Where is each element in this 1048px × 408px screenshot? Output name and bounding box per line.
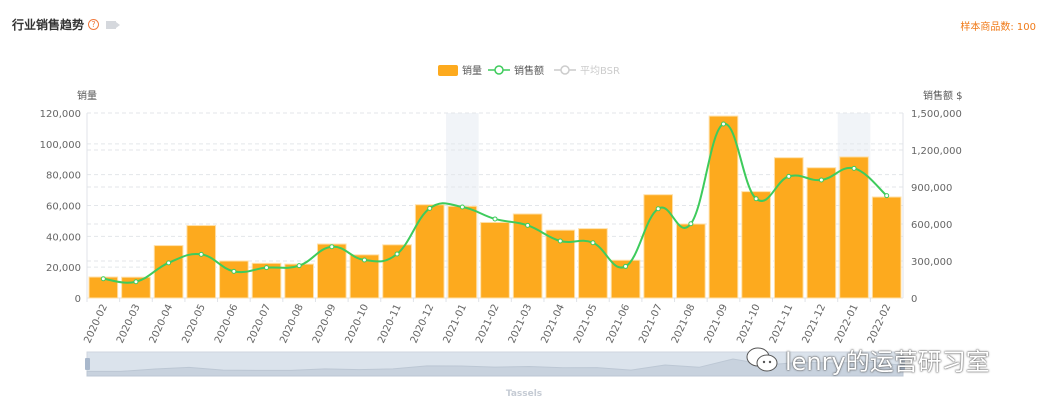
x-tick-label: 2020-03: [115, 303, 143, 346]
y2-tick-label: 900,000: [911, 183, 952, 194]
sales-amount-point-2021-08: [688, 221, 694, 227]
wechat-icon: [746, 347, 778, 371]
y2-tick-label: 1,500,000: [911, 109, 962, 120]
title-text: 行业销售趋势: [12, 18, 85, 32]
sales-amount-point-2021-04: [557, 238, 563, 244]
legend-label-avg-bsr[interactable]: 平均BSR: [580, 65, 620, 77]
y2-axis-title: 销售额 $: [923, 89, 963, 102]
sales-amount-point-2020-02: [100, 276, 106, 282]
y-axis-title: 销量: [77, 89, 97, 102]
bar-2021-08: [676, 223, 706, 299]
sales-amount-point-2021-12: [818, 177, 824, 183]
sales-amount-point-2022-02: [884, 193, 890, 199]
bar-2021-11: [773, 157, 804, 299]
bar-2021-05: [578, 228, 608, 299]
sales-amount-point-2021-10: [753, 196, 759, 202]
sales-amount-point-2021-11: [786, 173, 792, 179]
bar-2021-01: [447, 205, 478, 299]
x-tick-label: 2021-05: [572, 303, 600, 346]
x-tick-label: 2021-09: [703, 303, 731, 346]
datazoom-preview: [86, 358, 904, 377]
sales-amount-point-2022-01: [851, 165, 857, 171]
sales-amount-point-2020-10: [361, 257, 367, 263]
x-tick-label: 2020-07: [246, 303, 274, 346]
sales-amount-point-2020-05: [198, 251, 204, 257]
sales-amount-point-2020-09: [329, 244, 335, 250]
x-tick-label: 2020-12: [409, 303, 437, 346]
bar-2021-12: [806, 167, 837, 299]
sales-amount-point-2021-05: [590, 240, 596, 246]
x-tick-label: 2021-11: [768, 303, 796, 346]
y-tick-label: 0: [75, 294, 81, 305]
datazoom-handle-left[interactable]: [85, 358, 90, 370]
x-tick-label: 2020-11: [376, 303, 404, 346]
sales-amount-point-2020-07: [264, 265, 270, 271]
sales-amount-point-2020-06: [231, 268, 237, 274]
sales-amount-point-2020-03: [133, 279, 139, 285]
sales-amount-point-2020-12: [427, 205, 433, 211]
legend-swatch-sales-volume[interactable]: [438, 65, 458, 76]
legend-label-sales-amount[interactable]: 销售额: [514, 64, 544, 77]
watermark: lenry的运营研习室: [745, 342, 990, 377]
y-tick-label: 60,000: [46, 202, 81, 213]
sales-amount-point-2021-02: [492, 216, 498, 222]
x-tick-label: 2021-12: [800, 303, 828, 346]
bar-2020-05: [186, 225, 217, 299]
x-tick-label: 2021-02: [474, 303, 502, 346]
y-tick-label: 100,000: [40, 140, 81, 151]
datazoom-label: Tassels: [505, 389, 543, 399]
x-tick-label: 2021-10: [735, 303, 763, 346]
sales-amount-point-2020-04: [166, 260, 172, 266]
bar-2022-02: [871, 196, 902, 299]
sales-amount-point-2021-01: [459, 204, 465, 210]
x-tick-label: 2020-04: [148, 303, 176, 346]
legend-label-sales-volume[interactable]: 销量: [462, 64, 482, 77]
bar-2021-10: [741, 191, 771, 299]
sales-amount-point-2021-09: [720, 121, 726, 127]
bar-2022-01: [839, 156, 869, 299]
x-tick-label: 2021-08: [670, 303, 698, 346]
watermark-text: lenry的运营研习室: [785, 348, 990, 376]
x-tick-label: 2020-08: [278, 303, 306, 346]
x-tick-label: 2020-09: [311, 303, 339, 346]
sales-amount-point-2020-08: [296, 263, 302, 269]
bar-2020-04: [153, 245, 184, 299]
bar-2020-08: [284, 263, 314, 299]
sales-amount-point-2021-03: [525, 222, 531, 228]
x-tick-label: 2020-02: [82, 303, 110, 346]
legend-marker-sales-amount[interactable]: [494, 65, 504, 75]
datazoom-handle-right[interactable]: [900, 358, 905, 370]
y2-tick-label: 600,000: [911, 220, 952, 231]
bar-2020-09: [316, 243, 347, 299]
x-tick-label: 2022-01: [833, 303, 861, 346]
y-tick-label: 40,000: [46, 232, 81, 243]
y2-tick-label: 0: [911, 294, 917, 305]
legend-marker-avg-bsr[interactable]: [560, 65, 570, 75]
y2-tick-label: 1,200,000: [911, 146, 962, 157]
x-tick-label: 2021-03: [507, 303, 535, 346]
y-tick-label: 120,000: [40, 109, 81, 120]
sample-count: 样本商品数: 100: [960, 22, 1036, 33]
x-tick-label: 2020-06: [213, 303, 241, 346]
y-tick-label: 20,000: [46, 263, 81, 274]
sales-amount-point-2021-06: [623, 263, 629, 269]
sales-amount-point-2021-07: [655, 206, 661, 212]
sales-amount-point-2020-11: [394, 251, 400, 257]
chart-title: 行业销售趋势 ?: [12, 16, 121, 33]
y2-tick-label: 300,000: [911, 257, 952, 268]
x-tick-label: 2020-05: [180, 303, 208, 346]
x-tick-label: 2022-02: [866, 303, 894, 346]
x-tick-label: 2021-07: [637, 303, 665, 346]
bar-2021-02: [480, 221, 510, 299]
x-tick-label: 2021-01: [441, 303, 469, 346]
x-tick-label: 2021-04: [539, 303, 567, 346]
y-tick-label: 80,000: [46, 171, 81, 182]
x-tick-label: 2021-06: [605, 303, 633, 346]
bar-2021-03: [512, 213, 543, 299]
help-icon[interactable]: ?: [88, 19, 100, 30]
video-icon[interactable]: [106, 20, 121, 29]
x-tick-label: 2020-10: [344, 303, 372, 346]
bar-2021-09: [708, 115, 739, 299]
